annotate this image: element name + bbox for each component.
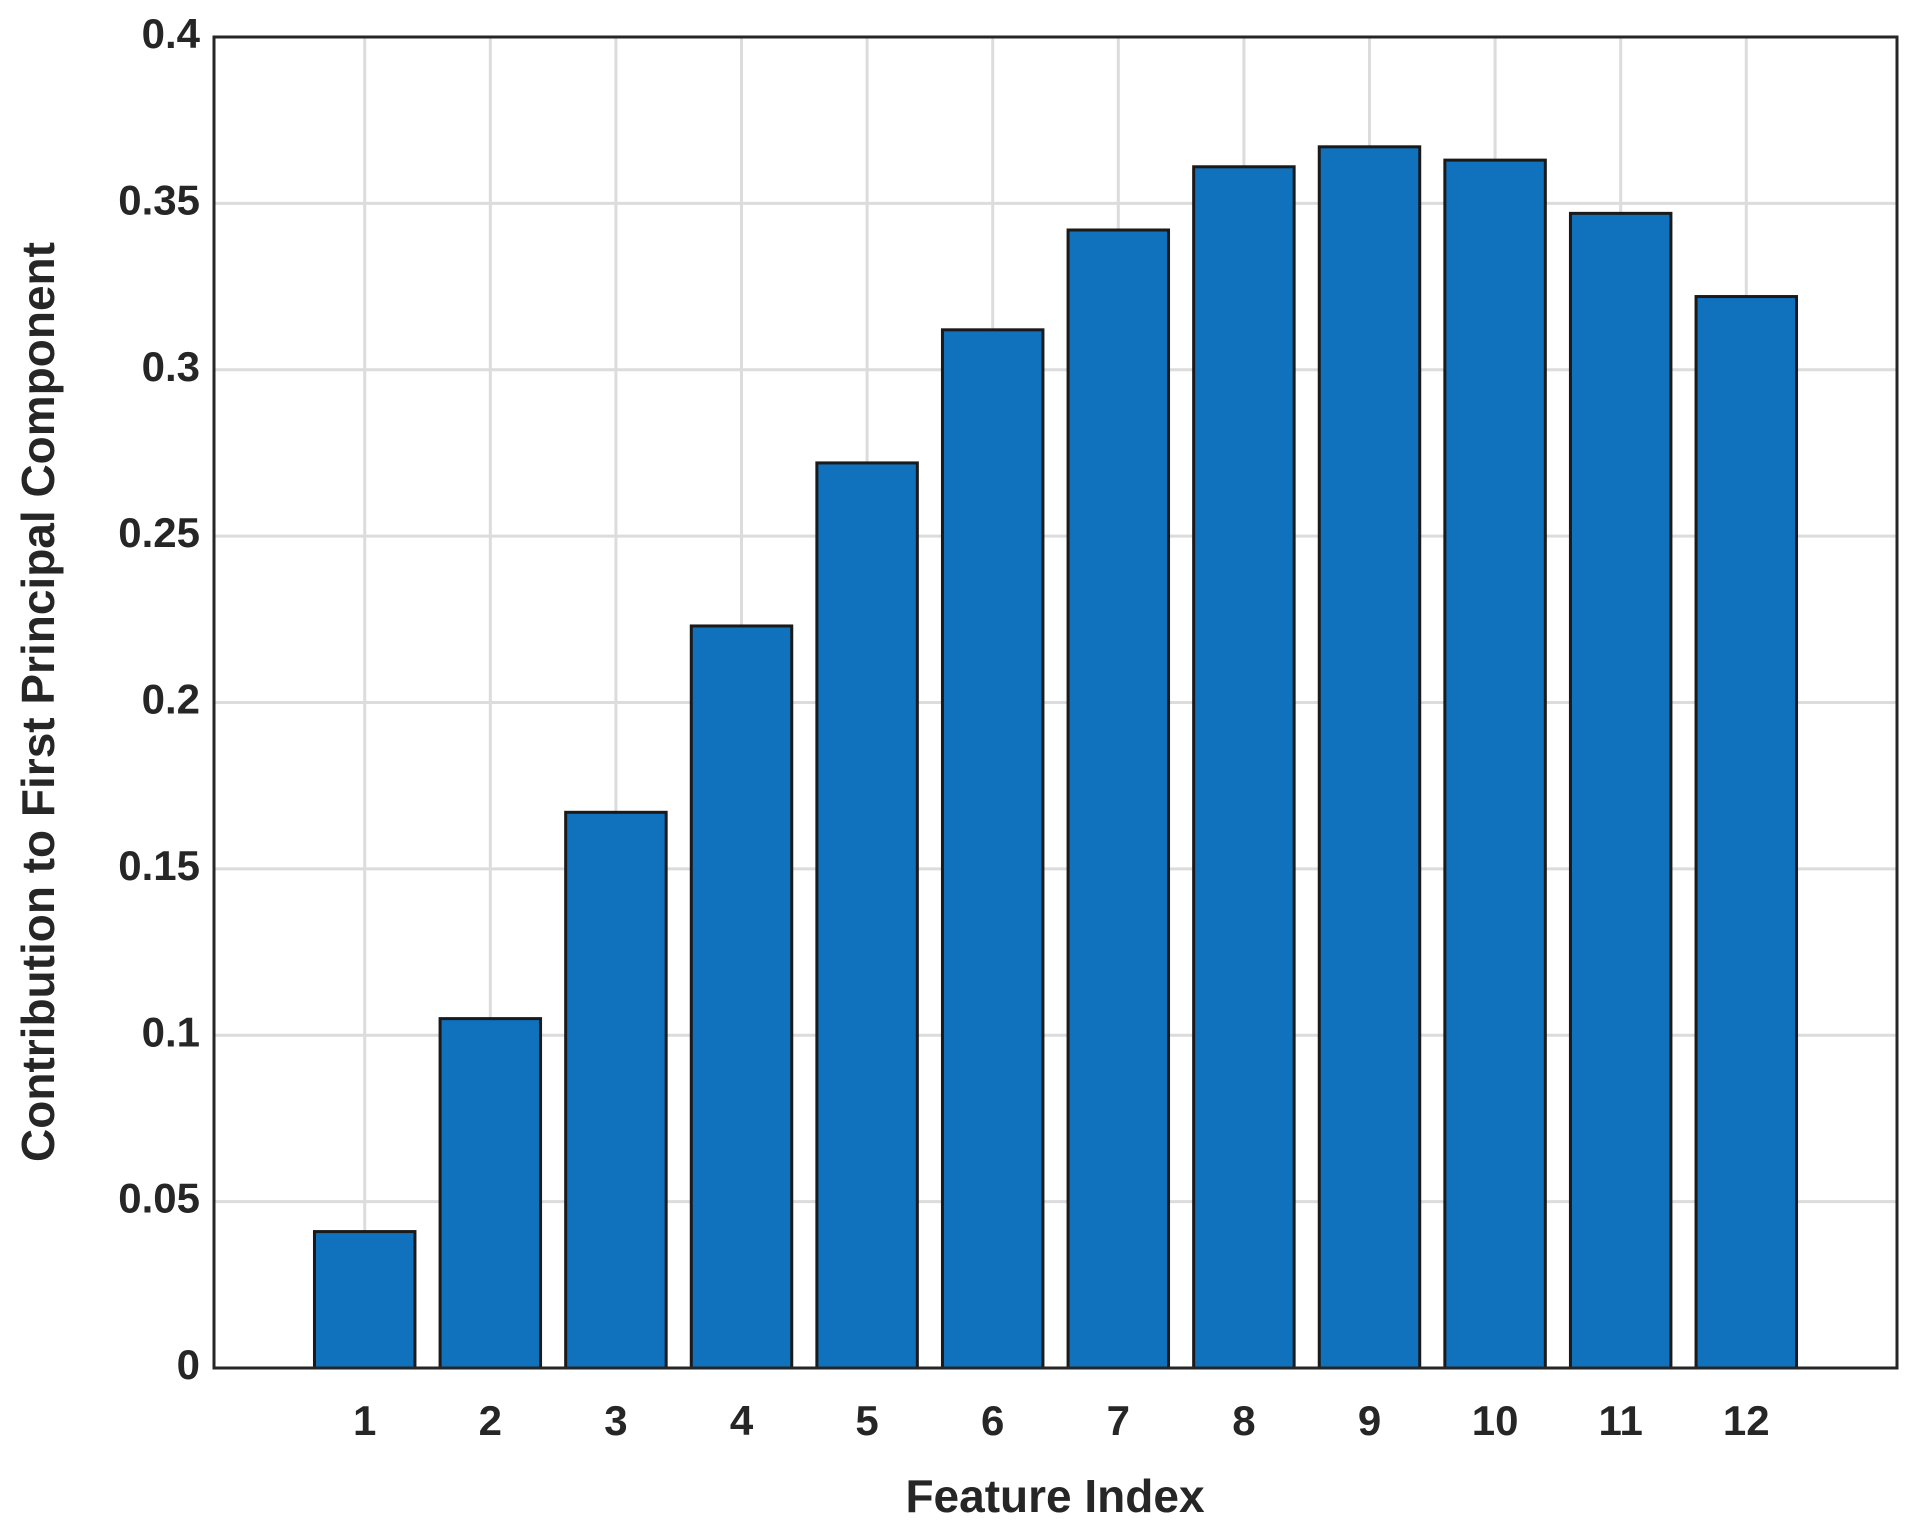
bar	[564, 810, 668, 1370]
y-tick-label: 0.05	[118, 1175, 200, 1222]
x-tick-label: 9	[1358, 1397, 1381, 1444]
x-tick-label: 2	[479, 1397, 502, 1444]
bar	[1443, 158, 1547, 1370]
bar	[1694, 295, 1799, 1370]
x-tick-label: 10	[1472, 1397, 1519, 1444]
y-tick-label: 0.25	[118, 509, 200, 556]
bar	[1317, 145, 1422, 1370]
x-tick-label: 5	[855, 1397, 878, 1444]
x-tick-label: 3	[604, 1397, 627, 1444]
y-tick-label: 0.3	[142, 343, 200, 390]
y-tick-label: 0.35	[118, 176, 200, 223]
bar	[1192, 165, 1296, 1370]
y-tick-label: 0.1	[142, 1008, 200, 1055]
bar	[815, 461, 919, 1370]
y-tick-label: 0	[177, 1341, 200, 1388]
bar	[438, 1017, 543, 1370]
y-tick-label: 0.4	[142, 10, 201, 57]
x-axis-label: Feature Index	[905, 1470, 1205, 1522]
x-tick-label: 1	[353, 1397, 376, 1444]
x-tick-label: 4	[730, 1397, 754, 1444]
plot-frame	[212, 35, 1899, 1370]
bar	[312, 1230, 417, 1370]
bar	[689, 624, 794, 1370]
bar	[940, 328, 1045, 1370]
x-tick-label: 6	[981, 1397, 1004, 1444]
bar	[1568, 211, 1673, 1370]
x-tick-label: 7	[1107, 1397, 1130, 1444]
y-tick-label: 0.2	[142, 676, 200, 723]
y-tick-label: 0.15	[118, 842, 200, 889]
bar	[1066, 228, 1171, 1370]
y-axis-label: Contribution to First Principal Componen…	[12, 242, 64, 1162]
x-tick-label: 12	[1723, 1397, 1770, 1444]
x-tick-label: 11	[1598, 1397, 1642, 1444]
x-tick-label: 8	[1232, 1397, 1255, 1444]
